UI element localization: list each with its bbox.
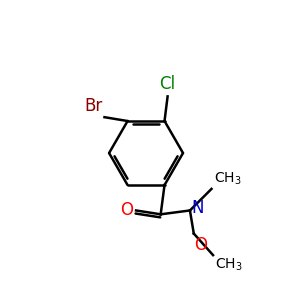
- Text: N: N: [191, 199, 204, 217]
- Text: Cl: Cl: [160, 75, 176, 93]
- Text: CH$_3$: CH$_3$: [215, 257, 243, 273]
- Text: CH$_3$: CH$_3$: [214, 170, 242, 187]
- Text: O: O: [195, 236, 208, 254]
- Text: Br: Br: [84, 97, 102, 115]
- Text: O: O: [120, 202, 133, 220]
